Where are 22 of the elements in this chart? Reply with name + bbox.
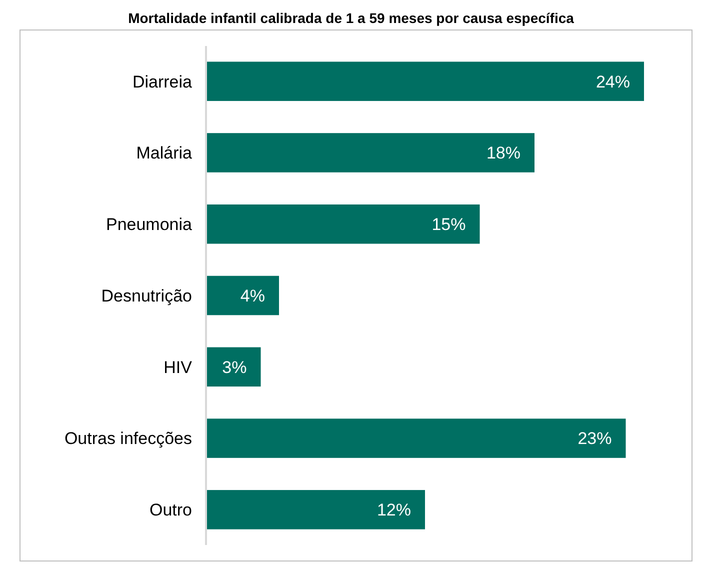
data-label: 4% bbox=[240, 286, 265, 306]
y-tick-label: Outras infecções bbox=[64, 429, 192, 448]
y-tick-label: Pneumonia bbox=[106, 215, 193, 234]
y-tick-label: Desnutrição bbox=[101, 286, 192, 306]
bar bbox=[206, 276, 279, 316]
data-label: 18% bbox=[486, 144, 520, 163]
y-tick-label: Outro bbox=[149, 500, 192, 520]
bar bbox=[206, 62, 644, 101]
data-label: 24% bbox=[596, 72, 630, 92]
data-label: 15% bbox=[432, 215, 466, 234]
data-label: 23% bbox=[578, 429, 612, 448]
y-tick-label: HIV bbox=[164, 358, 193, 377]
chart-title: Mortalidade infantil calibrada de 1 a 59 meses por causa específica bbox=[128, 10, 574, 26]
bar bbox=[206, 133, 534, 172]
y-tick-label: Diarreia bbox=[132, 72, 193, 92]
y-tick-label: Malária bbox=[136, 144, 193, 163]
bar bbox=[206, 490, 425, 530]
bar bbox=[206, 418, 626, 458]
bar bbox=[206, 347, 261, 387]
bar bbox=[206, 204, 480, 244]
data-label: 12% bbox=[376, 500, 411, 520]
data-label: 3% bbox=[222, 358, 247, 377]
